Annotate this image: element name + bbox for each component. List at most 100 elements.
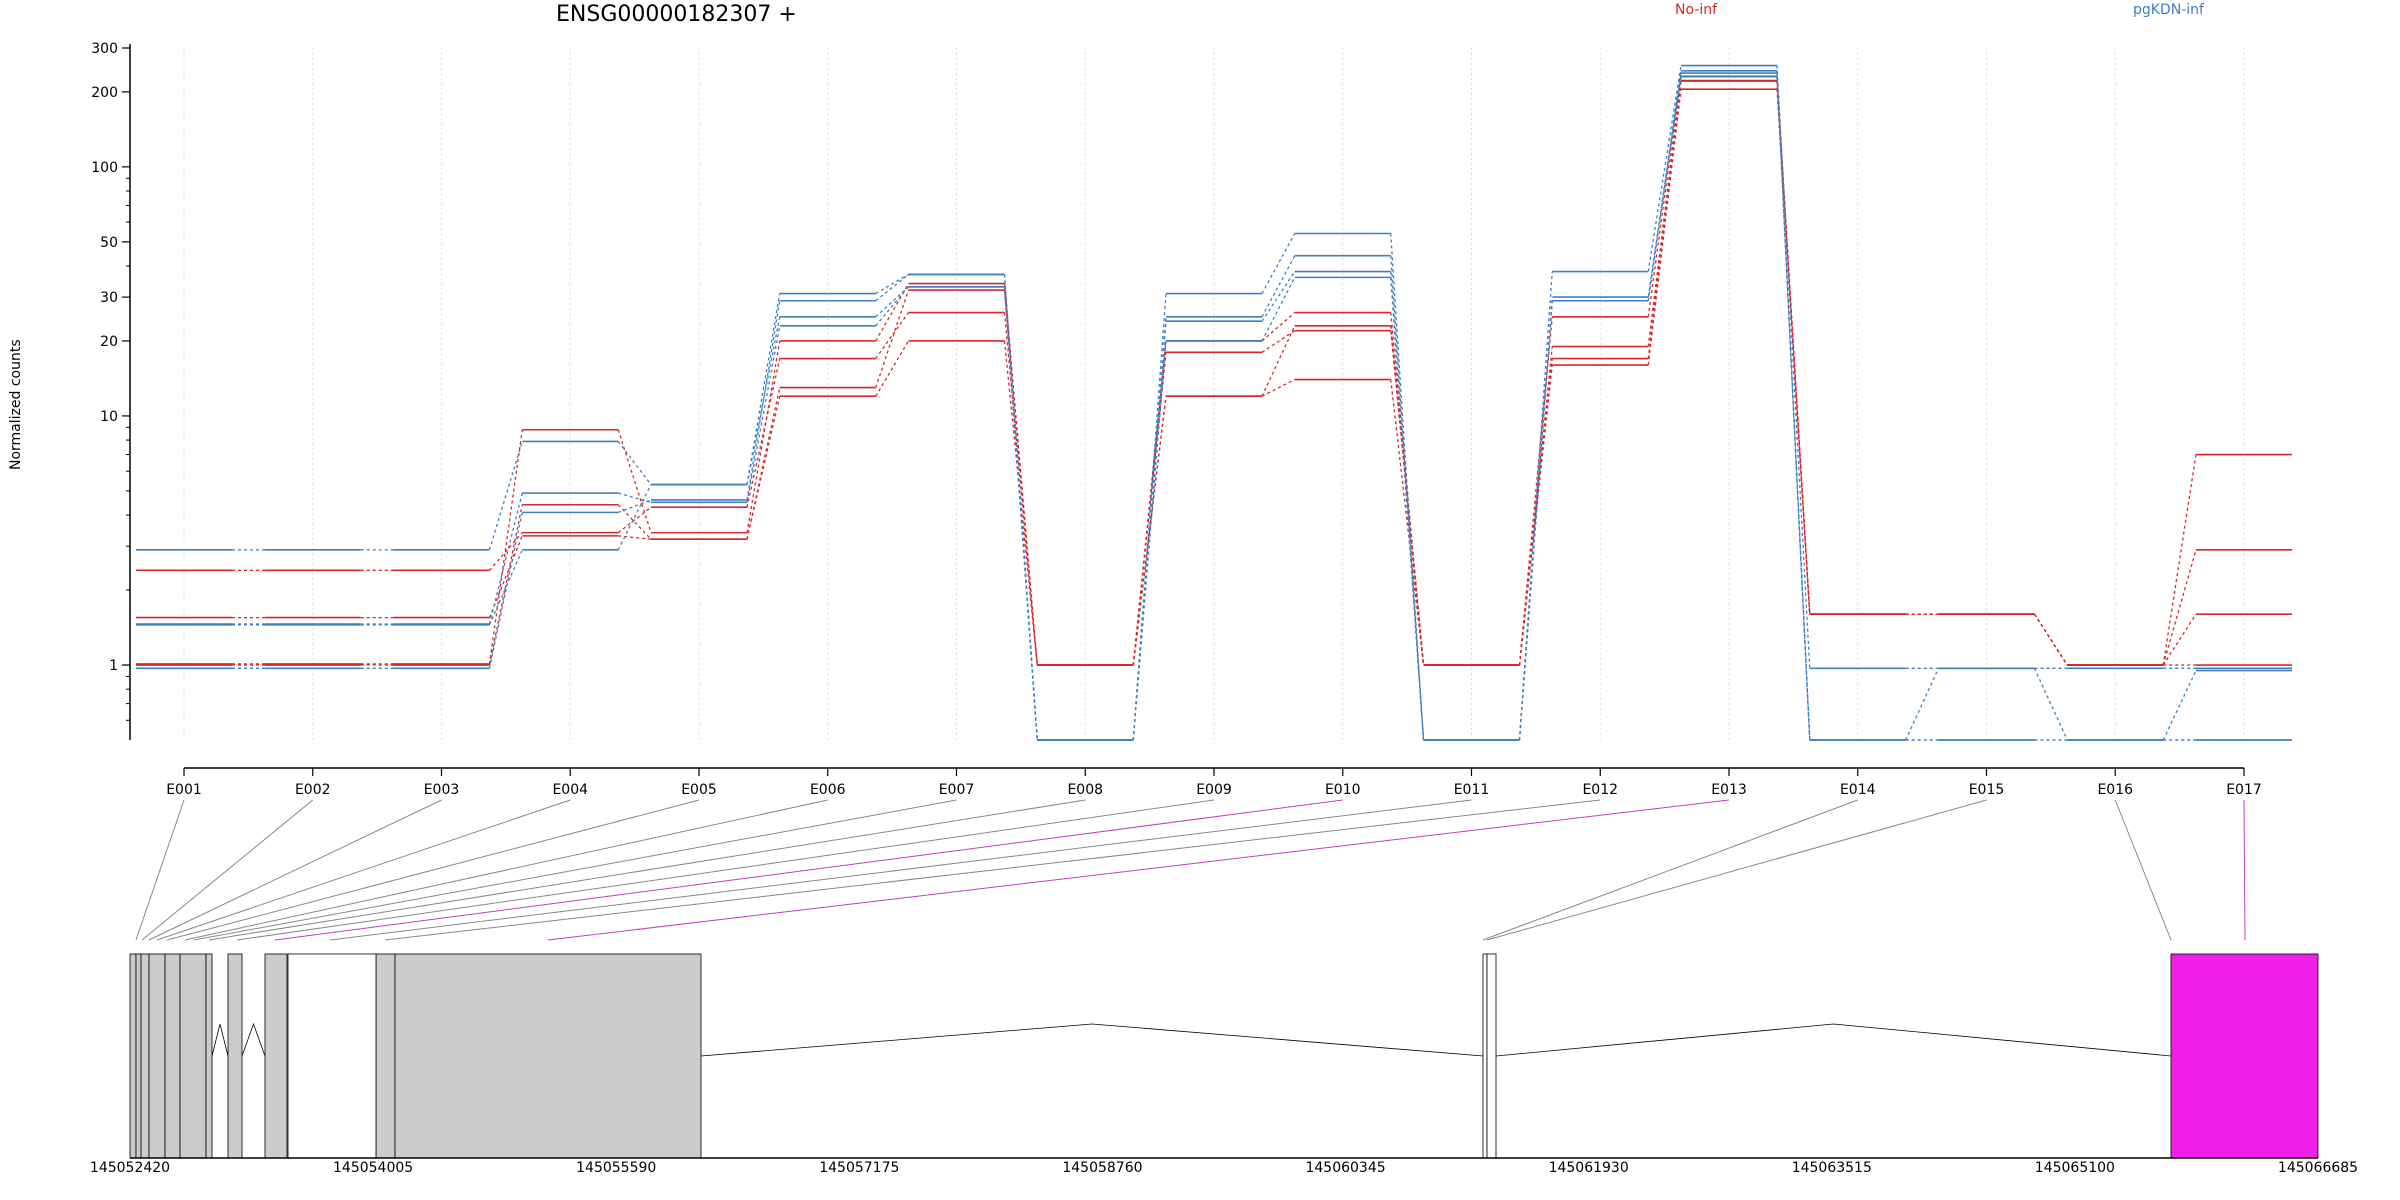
connector: [875, 273, 909, 302]
exon-box: [140, 953, 150, 1159]
intron-line: [241, 1022, 266, 1057]
x-tick-label: E010: [1325, 782, 1361, 798]
connector: [746, 358, 781, 508]
connector: [488, 512, 523, 669]
connector: [1518, 346, 1553, 666]
exon-box: [2170, 953, 2319, 1159]
intron-line: [700, 1023, 1484, 1057]
connector: [1776, 89, 1811, 615]
genome-coordinate-label: 145066685: [2278, 1160, 2358, 1176]
connector: [1647, 76, 1682, 317]
x-tick-label: E005: [681, 782, 717, 798]
exon-mapping-line: [2243, 799, 2246, 941]
exon-mapping-line: [148, 799, 442, 941]
exon-box: [164, 953, 181, 1159]
exon-mapping-line: [1486, 799, 1987, 941]
x-tick-label: E007: [939, 782, 975, 798]
genome-coordinate-label: 145061930: [1549, 1160, 1629, 1176]
connector: [1261, 277, 1296, 342]
connector: [1261, 325, 1296, 397]
exon-mapping-line: [193, 799, 957, 941]
legend-item-pgkdn-inf: pgKDN-inf: [2133, 2, 2204, 18]
connector: [1261, 378, 1296, 397]
exon-box: [394, 953, 702, 1159]
x-tick-label: E009: [1196, 782, 1232, 798]
genome-coordinate-label: 145058760: [1062, 1160, 1142, 1176]
connector: [875, 273, 909, 295]
connector: [1647, 76, 1682, 301]
connector: [617, 506, 652, 534]
connector: [1261, 233, 1296, 294]
connector: [2033, 613, 2068, 666]
y-tick-label: 10: [100, 409, 118, 425]
connector: [746, 325, 781, 503]
connector: [2162, 454, 2197, 666]
connector: [1518, 271, 1553, 741]
y-tick-label: 100: [91, 160, 118, 176]
connector: [746, 300, 781, 501]
genome-coordinate-label: 145065100: [2035, 1160, 2115, 1176]
connector: [617, 441, 652, 486]
genome-coordinate-label: 145055590: [576, 1160, 656, 1176]
exon-box: [264, 953, 288, 1159]
connector: [488, 429, 523, 665]
connector: [1518, 300, 1553, 741]
connector: [1003, 286, 1038, 741]
y-tick-label: 20: [100, 334, 118, 350]
x-tick-label: E016: [2097, 782, 2133, 798]
connector: [1647, 89, 1682, 366]
connector: [617, 504, 652, 540]
connector: [746, 293, 781, 485]
exon-box: [148, 953, 166, 1159]
y-tick-label: 1: [109, 658, 118, 674]
connector: [1132, 340, 1167, 741]
exon-mapping-line: [208, 799, 1086, 941]
connector: [1647, 65, 1682, 272]
exon-mapping-line: [141, 799, 314, 941]
y-tick-label: 50: [100, 235, 118, 251]
connector: [617, 484, 652, 551]
connector: [1003, 312, 1038, 666]
x-tick-label: E008: [1067, 782, 1103, 798]
connector: [1776, 81, 1811, 615]
intron-line: [1495, 1023, 2172, 1057]
connector: [875, 289, 910, 388]
connector: [1132, 352, 1167, 666]
connector: [488, 492, 523, 625]
x-tick-label: E001: [166, 782, 202, 798]
exon-mapping-line: [135, 799, 185, 941]
genome-coordinate-label: 145052420: [90, 1160, 170, 1176]
connector: [1518, 365, 1553, 666]
connector: [489, 532, 523, 571]
x-tick-label: E004: [552, 782, 588, 798]
connector: [1261, 312, 1296, 342]
connector: [1132, 321, 1167, 741]
connector: [1776, 76, 1811, 741]
exon-box: [1482, 953, 1488, 1159]
exon-box: [179, 953, 207, 1159]
connector: [746, 316, 781, 485]
connector: [875, 340, 910, 397]
exon-mapping-line: [329, 799, 1472, 941]
exon-box: [375, 953, 396, 1159]
connector: [1647, 80, 1682, 347]
connector: [1261, 271, 1296, 322]
exon-mapping-line: [2114, 799, 2172, 941]
connector: [1390, 255, 1425, 741]
x-tick-label: E002: [295, 782, 331, 798]
y-tick-label: 200: [91, 85, 118, 101]
chart-title: ENSG00000182307 +: [556, 2, 797, 27]
connector: [1390, 379, 1425, 666]
connector: [1518, 316, 1553, 666]
genome-coordinate-label: 145054005: [333, 1160, 413, 1176]
connector: [746, 340, 781, 533]
connector: [1390, 277, 1425, 741]
exon-box: [227, 953, 243, 1159]
connector: [2033, 668, 2068, 741]
x-tick-label: E013: [1711, 782, 1747, 798]
connector: [2162, 549, 2197, 666]
exon-mapping-line: [274, 799, 1343, 941]
connector: [2162, 670, 2197, 741]
